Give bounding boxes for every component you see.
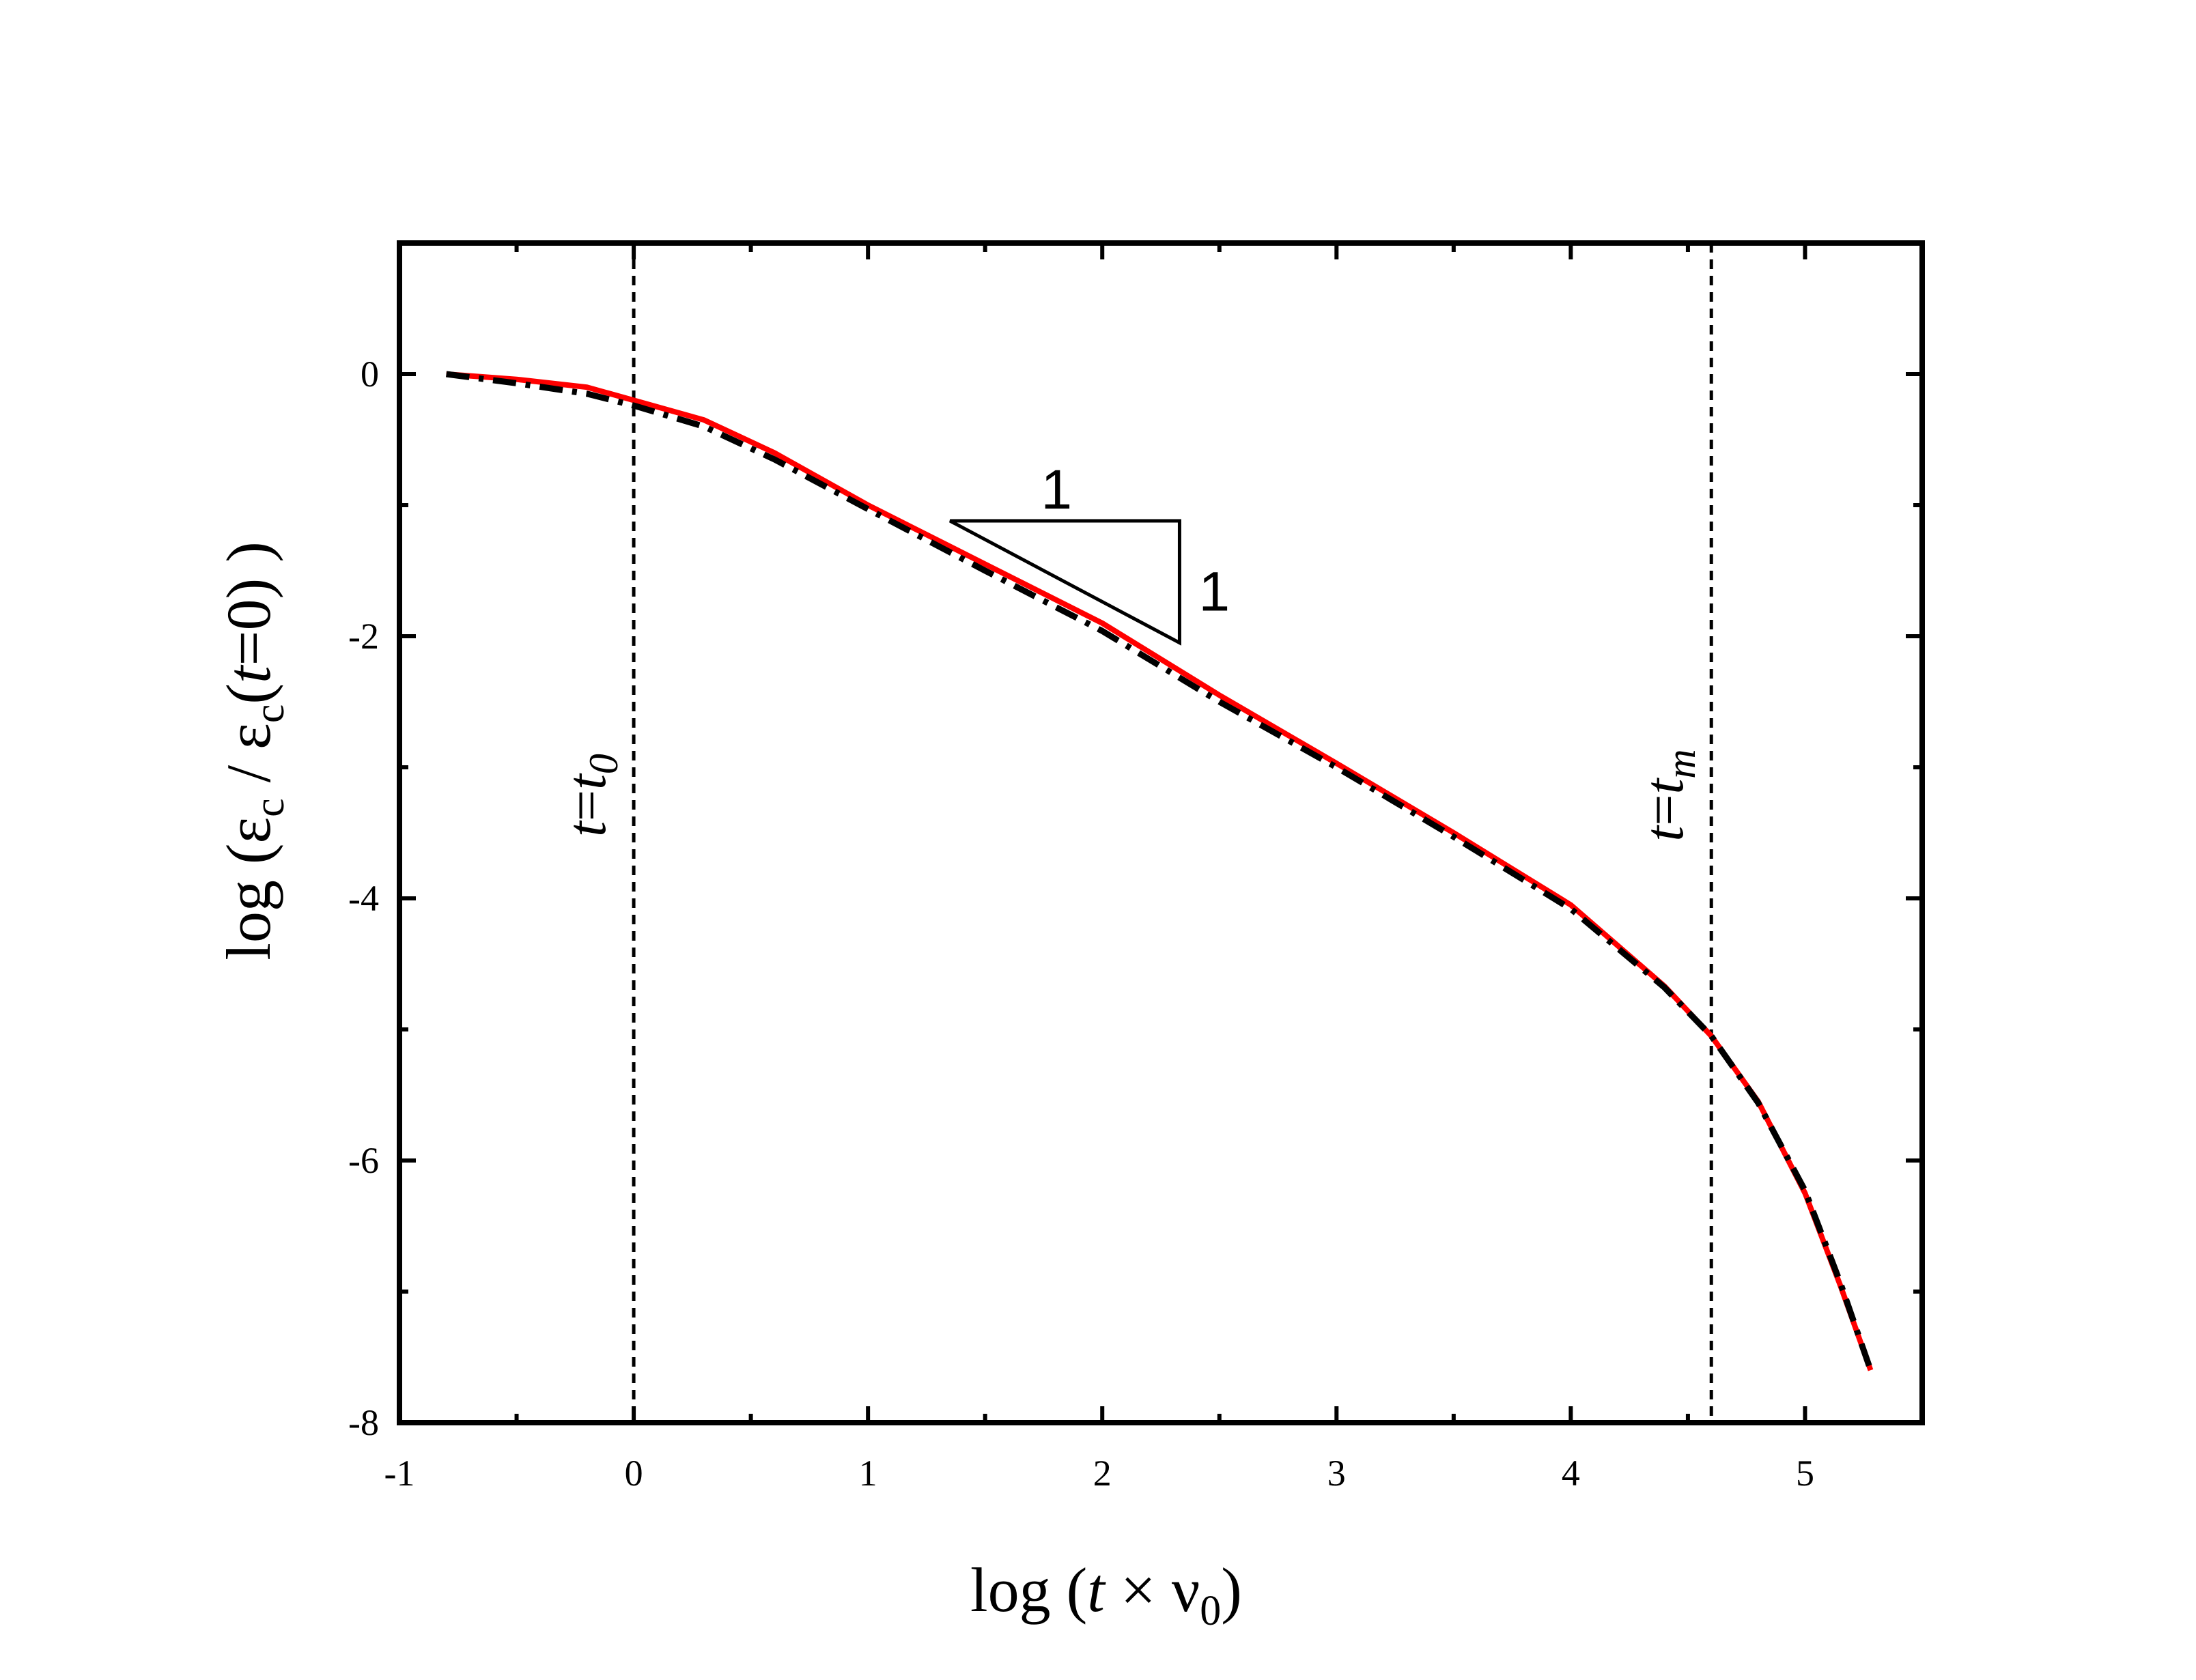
y-axis-title-paren: (: [214, 683, 283, 704]
y-tick-label: -6: [348, 1140, 379, 1181]
series-line-1: [446, 371, 1874, 1371]
vline-label-var2: t: [1633, 778, 1695, 795]
vline-label-eq: =: [1633, 795, 1695, 826]
vline-label-sub: m: [1659, 749, 1704, 778]
y-axis-title-num-sub: c: [247, 798, 293, 817]
y-axis-title-den-sub: c: [247, 704, 293, 724]
vline-label-var: t: [1633, 825, 1695, 842]
y-tick-label: 0: [361, 354, 379, 395]
slope-run-label: 1: [1041, 459, 1073, 521]
slope-triangle: 11: [949, 459, 1230, 646]
x-tick-label: 3: [1327, 1453, 1346, 1494]
vline-label-sub: 0: [581, 754, 626, 774]
x-axis-title-suffix: ): [1221, 1555, 1242, 1625]
x-tick-label: 4: [1562, 1453, 1580, 1494]
x-axis-title: log (t × ν0): [970, 1555, 1242, 1634]
series-layer: [446, 371, 1874, 1371]
y-axis-title-arg-rest: =0) ): [214, 541, 283, 666]
y-axis-title-num: ε: [214, 817, 283, 844]
x-axis-title-prefix: log (: [970, 1555, 1087, 1625]
vline-label-eq: =: [555, 790, 617, 821]
x-tick-label: 0: [625, 1453, 643, 1494]
y-axis-title-slash: /: [214, 750, 283, 799]
series-line-0: [446, 371, 1874, 1371]
vlines-layer: t=t0t=tm: [555, 243, 1713, 1423]
x-tick-label: 2: [1093, 1453, 1112, 1494]
vline-label-var2: t: [555, 773, 617, 790]
vline-label-var: t: [555, 820, 617, 837]
x-tick-label: 5: [1796, 1453, 1814, 1494]
vline-label-1: t=tm: [1633, 749, 1704, 841]
slope-triangle-shape: [949, 519, 1181, 646]
y-axis-title-prefix: log (: [214, 844, 283, 960]
y-axis-title: log (εc / εc(t=0) ): [214, 541, 293, 960]
plot-frame: [397, 240, 1925, 1425]
y-tick-label: -4: [348, 878, 379, 919]
x-axis-title-middle: × ν: [1105, 1555, 1200, 1625]
x-tick-label: -1: [384, 1453, 415, 1494]
ticks-layer: -1 0 1 2 3 4 5 0 -2 -4 -6 -8: [348, 243, 1922, 1494]
y-tick-label: -2: [348, 616, 379, 657]
slope-rise-label: 1: [1198, 560, 1230, 623]
x-axis-title-sub: 0: [1200, 1588, 1221, 1634]
y-axis-title-den: ε: [214, 723, 283, 750]
y-tick-label: -8: [348, 1402, 379, 1443]
y-axis-title-arg-var: t: [214, 664, 283, 683]
x-axis-title-var: t: [1087, 1555, 1106, 1625]
vline-label-0: t=t0: [555, 754, 626, 837]
x-tick-label: 1: [859, 1453, 877, 1494]
